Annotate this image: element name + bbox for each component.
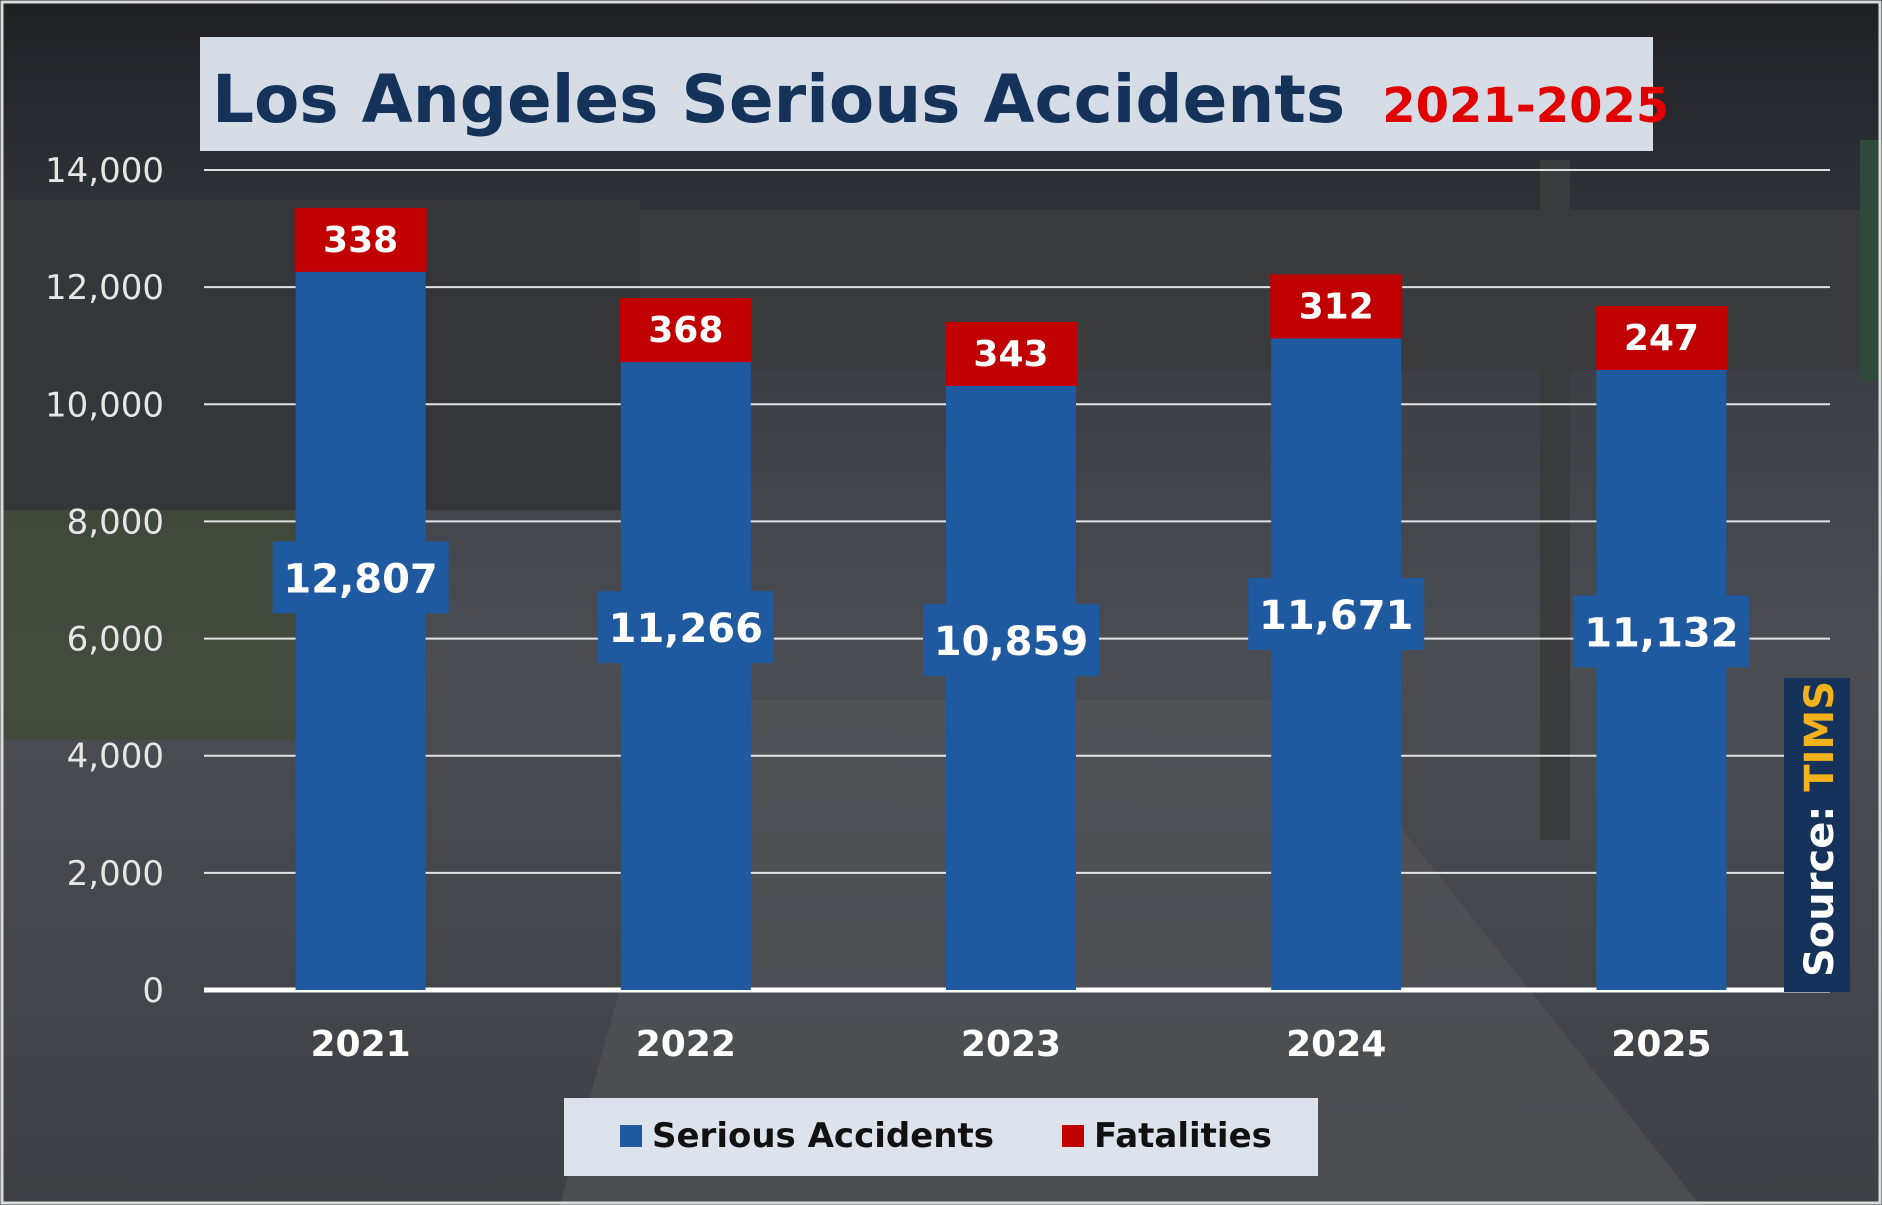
data-label-serious-accidents-2025: 11,132 — [1584, 610, 1738, 656]
legend-swatch-serious-accidents — [620, 1125, 642, 1147]
x-tick-label-2023: 2023 — [961, 1024, 1061, 1065]
chart-title: Los Angeles Serious Accidents 2021-2025 — [212, 61, 1669, 138]
data-label-serious-accidents-2024: 11,671 — [1259, 593, 1413, 639]
bar-fatalities-2022 — [619, 298, 752, 363]
data-label-fatalities-2021: 338 — [323, 220, 398, 261]
plot-area: 12,807 338 11,266 368 10,859 343 11,671 312 11,1… — [272, 207, 1750, 991]
y-tick-label: 8,000 — [67, 502, 164, 542]
x-tick-label-2024: 2024 — [1286, 1024, 1386, 1065]
legend-label-fatalities: Fatalities — [1094, 1116, 1272, 1156]
y-tick-label: 10,000 — [45, 385, 164, 425]
bar-fatalities-2023 — [945, 321, 1077, 386]
data-label-fatalities-2025: 247 — [1624, 318, 1699, 359]
bar-fatalities-2021 — [294, 207, 427, 272]
x-tick-label-2022: 2022 — [636, 1024, 736, 1065]
data-label-serious-accidents-2021: 12,807 — [283, 556, 437, 602]
x-axis: 2021 2022 2023 2024 2025 — [310, 1024, 1711, 1065]
accidents-label-box — [272, 541, 449, 614]
x-tick-label-2025: 2025 — [1611, 1024, 1711, 1065]
legend: Serious Accidents Fatalities — [564, 1098, 1318, 1176]
bar-fatalities-2024 — [1270, 274, 1403, 339]
y-tick-label: 14,000 — [45, 151, 164, 191]
accidents-label-box — [923, 604, 1099, 677]
x-tick-label-2021: 2021 — [310, 1024, 410, 1065]
legend-label-serious-accidents: Serious Accidents — [652, 1116, 994, 1156]
accidents-label-box — [597, 591, 774, 664]
source-name: TIMS — [1797, 681, 1843, 792]
data-label-fatalities-2023: 343 — [973, 334, 1048, 375]
accidents-label-box — [1573, 595, 1750, 668]
bar-serious-accidents-2021 — [295, 239, 426, 990]
y-axis: 0 2,000 4,000 6,000 8,000 10,000 12,000 14,000 — [45, 151, 164, 1011]
data-label-fatalities-2024: 312 — [1299, 286, 1374, 327]
data-label-serious-accidents-2023: 10,859 — [934, 619, 1088, 665]
chart-title-range: 2021-2025 — [1382, 78, 1669, 134]
y-tick-label: 0 — [142, 971, 164, 1011]
source-badge: Source: TIMS — [1784, 678, 1850, 992]
y-tick-label: 6,000 — [67, 620, 164, 660]
data-label-fatalities-2022: 368 — [648, 310, 723, 351]
y-tick-label: 12,000 — [45, 268, 164, 308]
source-label: Source: — [1797, 792, 1843, 977]
accidents-label-box — [1248, 578, 1425, 651]
title-box: Los Angeles Serious Accidents 2021-2025 — [200, 37, 1669, 151]
data-label-serious-accidents-2022: 11,266 — [609, 606, 763, 652]
y-tick-label: 4,000 — [67, 737, 164, 777]
chart-title-main: Los Angeles Serious Accidents — [212, 61, 1345, 138]
source-text: Source: TIMS — [1797, 681, 1843, 977]
legend-swatch-fatalities — [1062, 1125, 1084, 1147]
y-tick-label: 2,000 — [67, 854, 164, 894]
bar-fatalities-2025 — [1595, 305, 1728, 370]
